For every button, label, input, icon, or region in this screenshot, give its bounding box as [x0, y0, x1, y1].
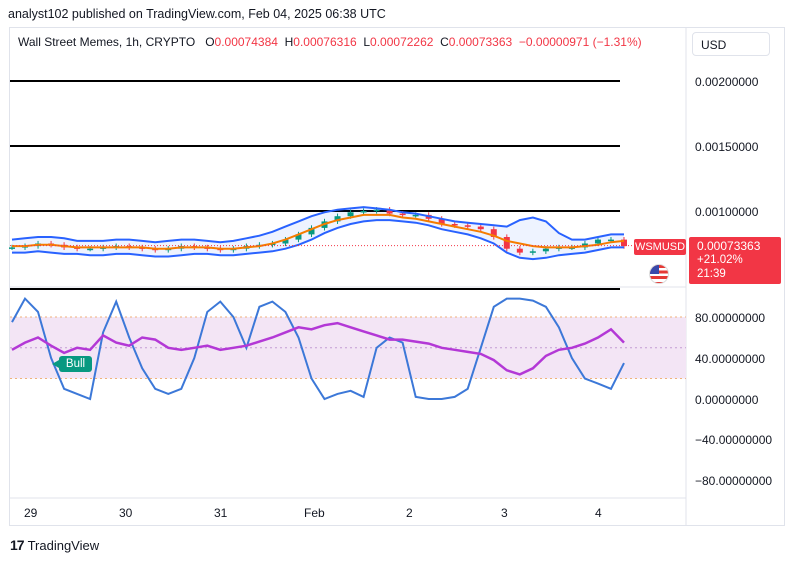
candle-body — [334, 216, 341, 222]
ticker-price: 0.00073363 — [697, 239, 761, 253]
bull-label-text: Bull — [65, 358, 86, 370]
rsi-tick-label: −80.00000000 — [695, 474, 773, 488]
candle-body — [386, 209, 393, 214]
candle-body — [308, 227, 315, 235]
candle-body — [282, 239, 289, 244]
candle-body — [373, 209, 380, 212]
candle-body — [490, 229, 497, 237]
time-tick-label: 3 — [501, 506, 508, 520]
currency-button[interactable]: USD — [692, 32, 770, 56]
chart-legend: Wall Street Memes, 1h, CRYPTO O0.0007438… — [18, 35, 642, 49]
candle-body — [542, 248, 549, 252]
legend-close: 0.00073363 — [448, 35, 513, 49]
candle-body — [347, 212, 354, 217]
moving-average-line — [12, 213, 625, 250]
price-lines — [10, 206, 686, 261]
candle-body — [529, 251, 536, 253]
candle-body — [438, 218, 445, 224]
footer-brand[interactable]: 17 TradingView — [10, 537, 99, 553]
rsi-tick-label: 40.00000000 — [695, 352, 766, 366]
bollinger-fill-area — [12, 207, 624, 260]
legend-low-key: L — [363, 35, 371, 49]
time-tick-label: 30 — [119, 506, 133, 520]
price-tick-label: 0.00100000 — [695, 205, 759, 219]
ticker-symbol-tag: WSMUSD — [634, 239, 686, 255]
price-tick-label: 0.00150000 — [695, 140, 759, 154]
ticker-price-tag: 0.00073363 +21.02% 21:39 — [689, 237, 781, 284]
time-tick-label: Feb — [304, 506, 325, 520]
candle-body — [464, 225, 471, 227]
legend-close-key: C — [440, 35, 449, 49]
candle-body — [9, 247, 15, 249]
candle-body — [399, 213, 406, 216]
bollinger-lower-line — [12, 219, 624, 261]
time-tick-label: 31 — [214, 506, 228, 520]
stochastic-line — [11, 296, 625, 401]
candle-body — [607, 239, 614, 242]
candle-body — [87, 248, 94, 251]
time-tick-label: 4 — [595, 506, 602, 520]
bull-label: Bull — [59, 356, 92, 372]
candle-body — [594, 239, 601, 244]
legend-open: 0.00074384 — [214, 35, 278, 49]
legend-open-key: O — [205, 35, 215, 49]
price-tick-label: 0.00200000 — [695, 75, 759, 89]
ticker-pct: +21.02% — [697, 254, 743, 266]
candle-body — [516, 248, 523, 253]
candle-body — [621, 239, 627, 247]
candle-body — [503, 237, 510, 249]
horizontal-levels — [10, 80, 620, 290]
tradingview-logo-icon: 17 — [10, 537, 25, 553]
candle-body — [412, 214, 419, 217]
candle-body — [451, 224, 458, 226]
rsi-tick-label: 80.00000000 — [695, 311, 766, 325]
candle-body — [295, 234, 302, 240]
legend-symbol: Wall Street Memes, 1h, CRYPTO — [18, 35, 196, 49]
legend-high-key: H — [284, 35, 294, 49]
ticker-countdown: 21:39 — [697, 268, 726, 280]
bull-label-pointer — [52, 360, 59, 368]
rsi-line — [11, 321, 625, 376]
us-flag-icon — [649, 264, 669, 284]
time-tick-label: 2 — [406, 506, 413, 520]
candle-body — [477, 226, 484, 230]
legend-low: 0.00072262 — [370, 35, 434, 49]
legend-high: 0.00076316 — [293, 35, 357, 49]
oscillator-lines — [11, 296, 625, 401]
bollinger-upper-line — [11, 206, 624, 244]
price-panel — [9, 80, 686, 290]
legend-change: −0.00000971 (−1.31%) — [518, 35, 642, 49]
rsi-tick-label: 0.00000000 — [695, 393, 759, 407]
rsi-tick-label: −40.00000000 — [695, 433, 773, 447]
oscillator-panel — [10, 296, 686, 401]
footer-brand-text: TradingView — [27, 537, 100, 553]
time-tick-label: 29 — [24, 506, 38, 520]
bollinger-band-fill — [12, 207, 624, 260]
candle-body — [360, 211, 367, 213]
published-header: analyst102 published on TradingView.com,… — [8, 7, 386, 21]
